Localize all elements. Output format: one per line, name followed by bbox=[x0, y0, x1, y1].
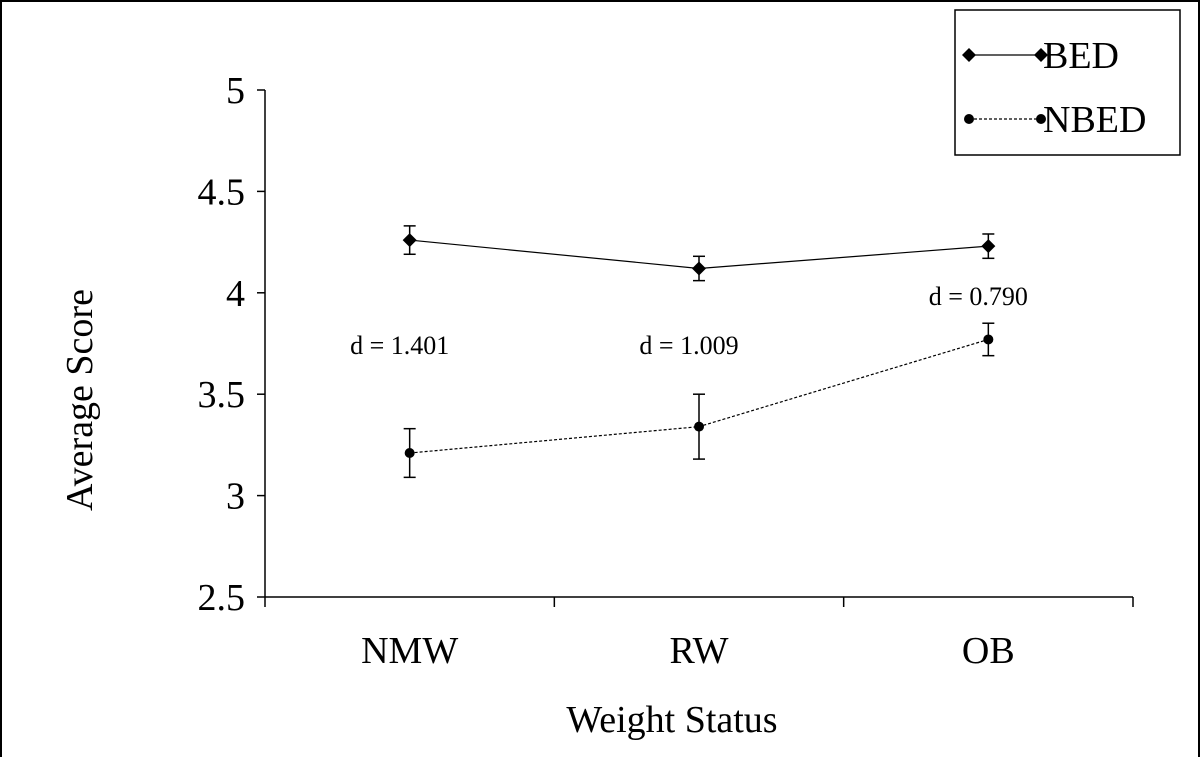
data-point-marker bbox=[964, 114, 974, 124]
y-tick-label: 4 bbox=[226, 273, 245, 315]
y-tick-label: 3.5 bbox=[198, 374, 246, 416]
data-point-marker bbox=[694, 421, 704, 432]
data-point-marker bbox=[692, 261, 706, 276]
y-tick-label: 2.5 bbox=[198, 577, 246, 619]
data-point-marker bbox=[981, 239, 996, 254]
data-point-marker bbox=[1034, 48, 1048, 62]
data-point-marker bbox=[404, 448, 415, 459]
axes: 2.5 3 3.5 4 4.5 5 NMW RW OB bbox=[198, 70, 1134, 672]
data-point-marker bbox=[1036, 114, 1046, 124]
legend-label-bed: BED bbox=[1043, 35, 1119, 77]
x-tick-label: NMW bbox=[361, 630, 458, 672]
x-tick-label: OB bbox=[962, 630, 1015, 672]
x-axis-title: Weight Status bbox=[566, 699, 777, 741]
legend-label-nbed: NBED bbox=[1043, 99, 1146, 141]
effect-size-label: d = 1.401 bbox=[350, 331, 449, 360]
x-tick-label: RW bbox=[669, 630, 728, 672]
effect-size-label: d = 0.790 bbox=[929, 282, 1028, 311]
y-axis-title: Average Score bbox=[59, 289, 101, 511]
y-tick-label: 3 bbox=[226, 476, 245, 518]
legend: BED NBED bbox=[954, 9, 1181, 156]
data-point-marker bbox=[402, 233, 417, 248]
legend-box bbox=[954, 9, 1181, 156]
y-tick-label: 5 bbox=[226, 70, 245, 112]
effect-size-label: d = 1.009 bbox=[639, 331, 738, 360]
y-tick-label: 4.5 bbox=[198, 171, 246, 213]
series-layer bbox=[402, 225, 996, 479]
data-point-marker bbox=[962, 48, 976, 62]
annotation-layer: d = 1.401 d = 1.009 d = 0.790 bbox=[350, 282, 1028, 360]
data-point-marker bbox=[983, 334, 994, 345]
